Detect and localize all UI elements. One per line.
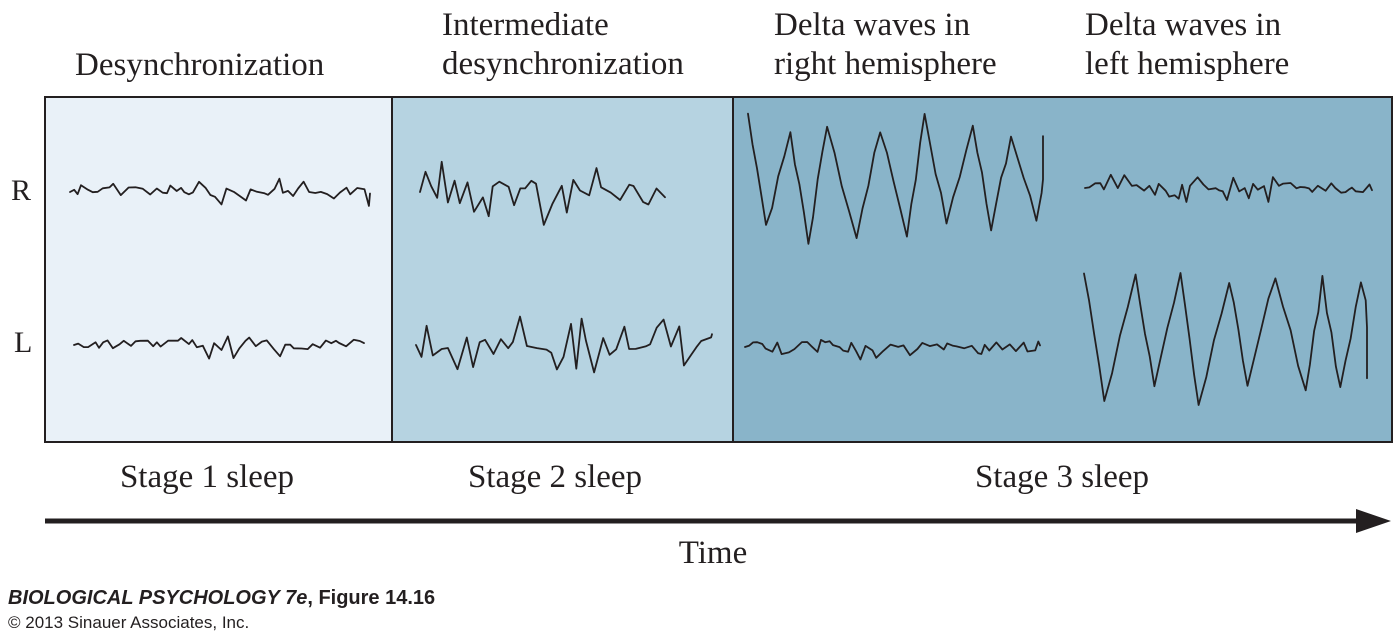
trace-stage1-right	[69, 177, 371, 207]
stage3-label: Stage 3 sleep	[974, 459, 1150, 495]
credit-title: BIOLOGICAL PSYCHOLOGY 7e, Figure 14.16	[8, 587, 435, 610]
header-delta-right: Delta waves in right hemisphere	[774, 6, 997, 84]
channel-label-right: R	[11, 174, 32, 207]
time-axis-label: Time	[678, 535, 748, 571]
trace-stage2-left	[415, 315, 713, 374]
stage2-label: Stage 2 sleep	[467, 459, 643, 495]
header-delta-left: Delta waves in left hemisphere	[1085, 6, 1289, 84]
header-delta-left-line1: Delta waves in	[1085, 7, 1282, 43]
credit-figure: , Figure 14.16	[307, 587, 436, 609]
stage3-panel	[733, 97, 1392, 442]
trace-stage3-left-low	[744, 339, 1041, 361]
header-delta-right-line1: Delta waves in	[774, 7, 971, 43]
channel-label-left: L	[14, 326, 33, 359]
stage1-panel	[45, 97, 392, 442]
header-delta-left-line2: left hemisphere	[1085, 46, 1290, 82]
credit-book: BIOLOGICAL PSYCHOLOGY 7e	[8, 587, 308, 609]
trace-stage2-right	[419, 160, 666, 226]
time-arrow-head	[1356, 509, 1391, 533]
stage1-label: Stage 1 sleep	[119, 459, 295, 495]
credit-copyright: © 2013 Sinauer Associates, Inc.	[8, 613, 250, 632]
stage2-panel	[392, 97, 733, 442]
trace-stage1-left	[73, 335, 365, 360]
panel-border	[44, 96, 1393, 443]
trace-stage3-right-low	[1084, 173, 1373, 203]
trace-stage3-delta-right	[747, 112, 1044, 245]
header-delta-right-line2: right hemisphere	[774, 46, 997, 82]
header-intermediate: Intermediate desynchronization	[442, 6, 684, 84]
header-desynchronization: Desynchronization	[75, 47, 325, 83]
header-intermediate-line1: Intermediate	[442, 7, 609, 43]
trace-stage3-delta-left	[1083, 272, 1368, 406]
header-intermediate-line2: desynchronization	[442, 46, 684, 82]
